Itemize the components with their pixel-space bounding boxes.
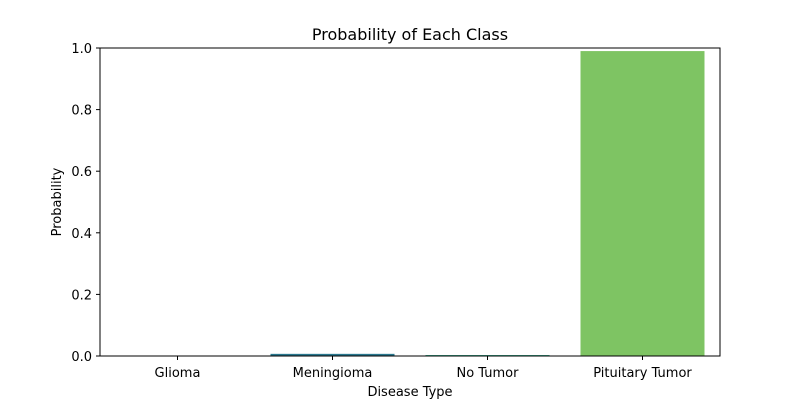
bars-group bbox=[115, 51, 705, 357]
y-tick-label: 0.8 bbox=[71, 104, 92, 119]
y-tick-label: 1.0 bbox=[71, 42, 92, 57]
plot-frame bbox=[99, 47, 721, 357]
y-tick-label: 0.0 bbox=[71, 350, 92, 365]
y-tick-label: 0.6 bbox=[71, 165, 92, 180]
y-axis: 0.0 0.2 0.4 0.6 0.8 1.0 bbox=[71, 42, 100, 365]
chart-title: Probability of Each Class bbox=[312, 25, 508, 44]
bar-pituitary-tumor bbox=[580, 51, 705, 357]
x-tick-label: Glioma bbox=[155, 366, 201, 381]
y-tick-label: 0.4 bbox=[71, 227, 92, 242]
y-tick-label: 0.2 bbox=[71, 288, 92, 303]
y-axis-title: Probability bbox=[50, 167, 65, 236]
x-tick-label: No Tumor bbox=[457, 366, 520, 381]
bar-meningioma bbox=[270, 353, 395, 356]
x-tick-label: Meningioma bbox=[293, 366, 373, 381]
x-axis: Glioma Meningioma No Tumor Pituitary Tumor bbox=[155, 356, 692, 381]
x-tick-label: Pituitary Tumor bbox=[593, 366, 692, 381]
x-axis-title: Disease Type bbox=[367, 385, 452, 400]
